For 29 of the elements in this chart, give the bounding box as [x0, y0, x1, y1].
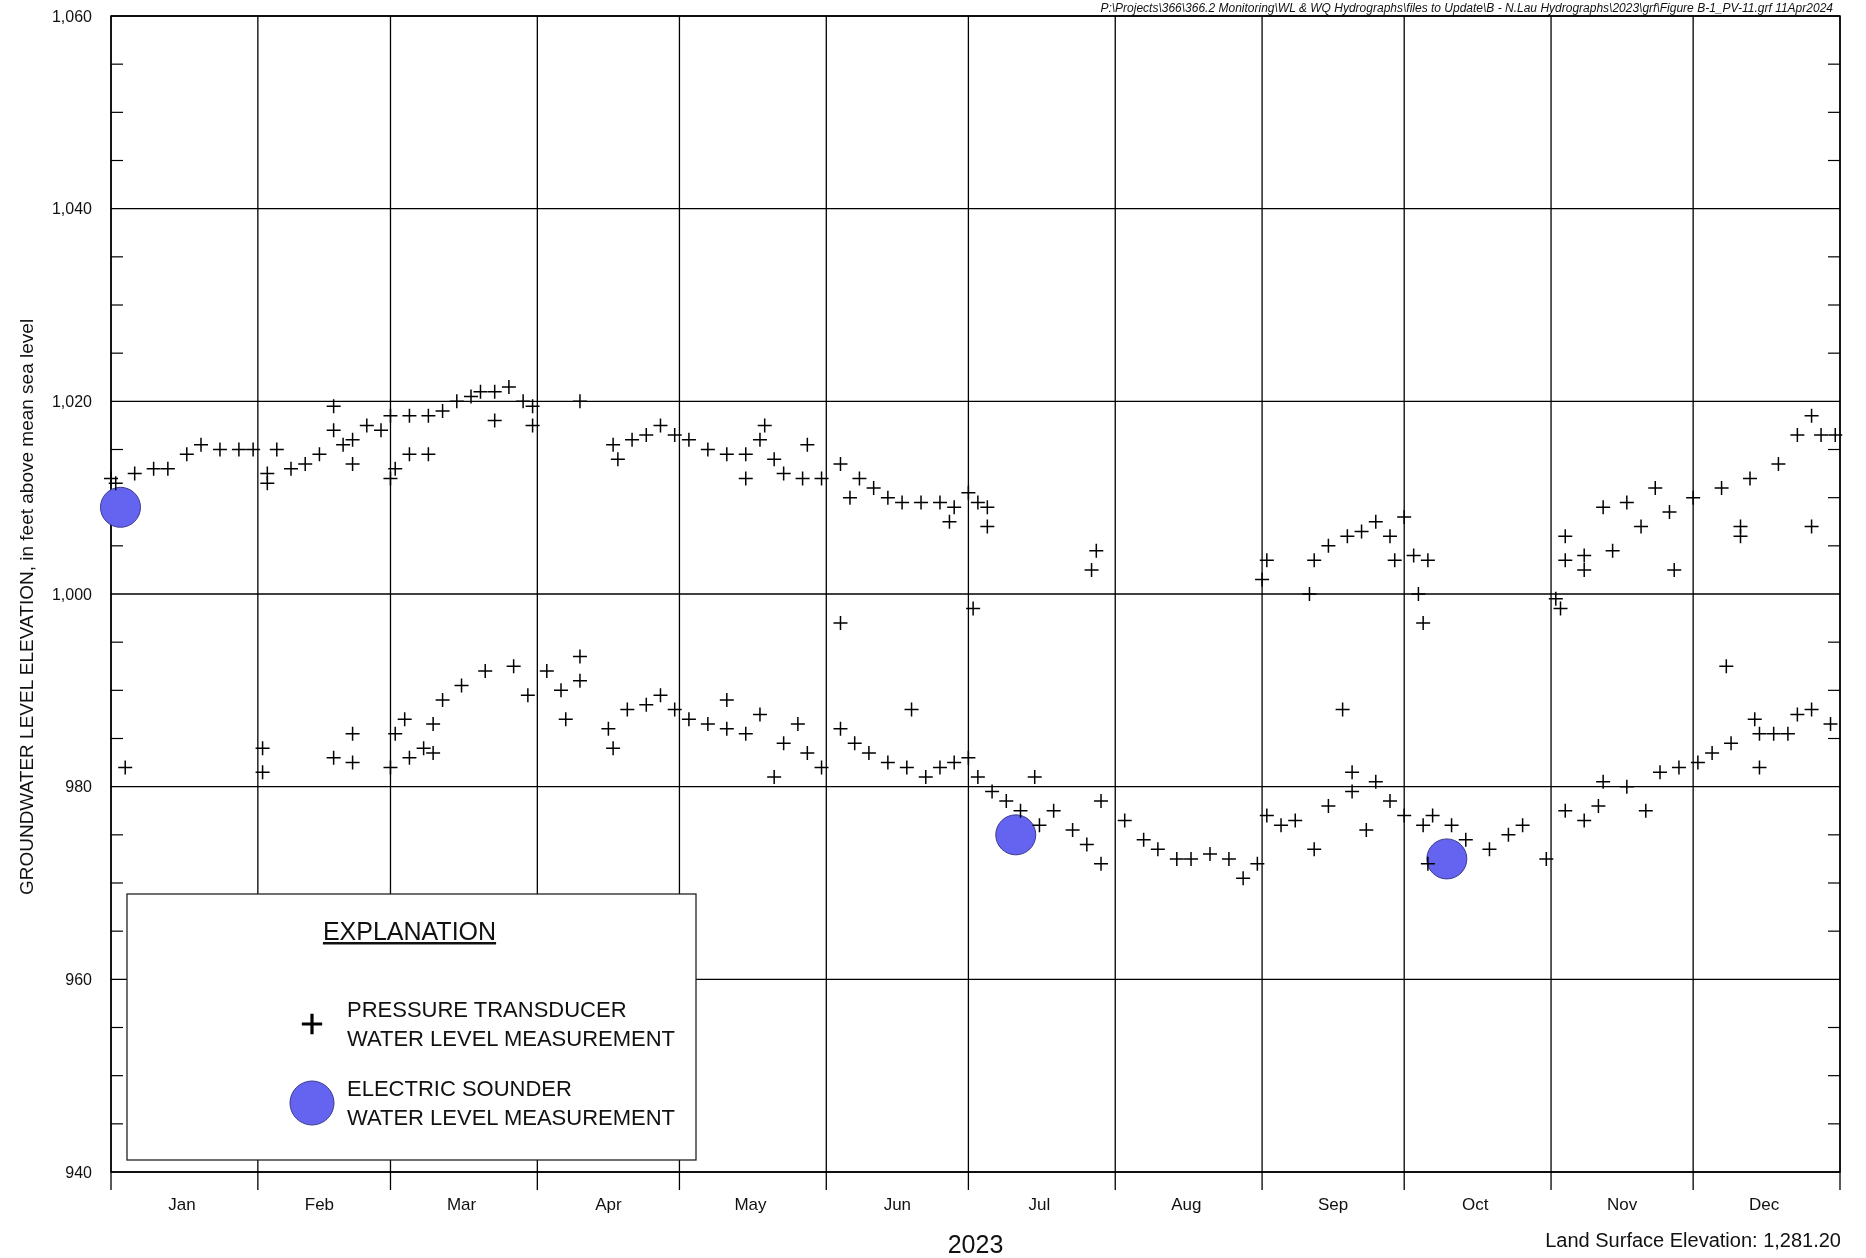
y-tick-label: 980 [65, 778, 93, 796]
point [1426, 838, 1468, 880]
legend-title: EXPLANATION [322, 917, 497, 945]
x-tick-label: Dec [1749, 1195, 1780, 1214]
text: P:\Projects\366\366.2 Monitoring\WL & WQ Hydrographs\files to Update\B - N.Lau Hydrographs\2023\grf\Figure B-1_PV-11.grf 11Apr2024 [1100, 1, 1834, 15]
x-tick-label: Oct [1462, 1195, 1489, 1214]
x-tick-label: Mar [446, 1195, 477, 1214]
point [995, 814, 1037, 856]
x-tick-label: May [734, 1195, 768, 1214]
y-tick-label: 1,040 [51, 200, 93, 218]
x-axis-title: 2023 [947, 1230, 1004, 1258]
legend-label: PRESSURE TRANSDUCER WATER LEVEL MEASUREMENT [347, 997, 676, 1051]
text: Land Surface Elevation: 1,281.20 [1545, 1229, 1841, 1251]
x-tick-label: Nov [1606, 1195, 1638, 1214]
legend-label: ELECTRIC SOUNDER WATER LEVEL MEASUREMENT [347, 1076, 676, 1130]
y-tick-label: 960 [65, 970, 93, 988]
x-tick-label: Sep [1318, 1195, 1349, 1214]
y-axis-title: GROUNDWATER LEVEL ELEVATION, in feet above mean sea level [15, 318, 37, 896]
x-tick-label: Feb [304, 1195, 335, 1214]
y-tick-label: 1,060 [51, 7, 93, 25]
y-tick-label: 940 [65, 1163, 93, 1181]
point [99, 486, 141, 528]
x-tick-label: Jan [168, 1195, 196, 1214]
x-tick-label: Apr [595, 1195, 622, 1214]
y-tick-label: 1,020 [51, 392, 93, 410]
x-tick-label: Jun [883, 1195, 912, 1214]
x-tick-label: Jul [1028, 1195, 1051, 1214]
y-tick-label: 1,000 [51, 585, 93, 603]
x-tick-label: Aug [1171, 1195, 1202, 1214]
